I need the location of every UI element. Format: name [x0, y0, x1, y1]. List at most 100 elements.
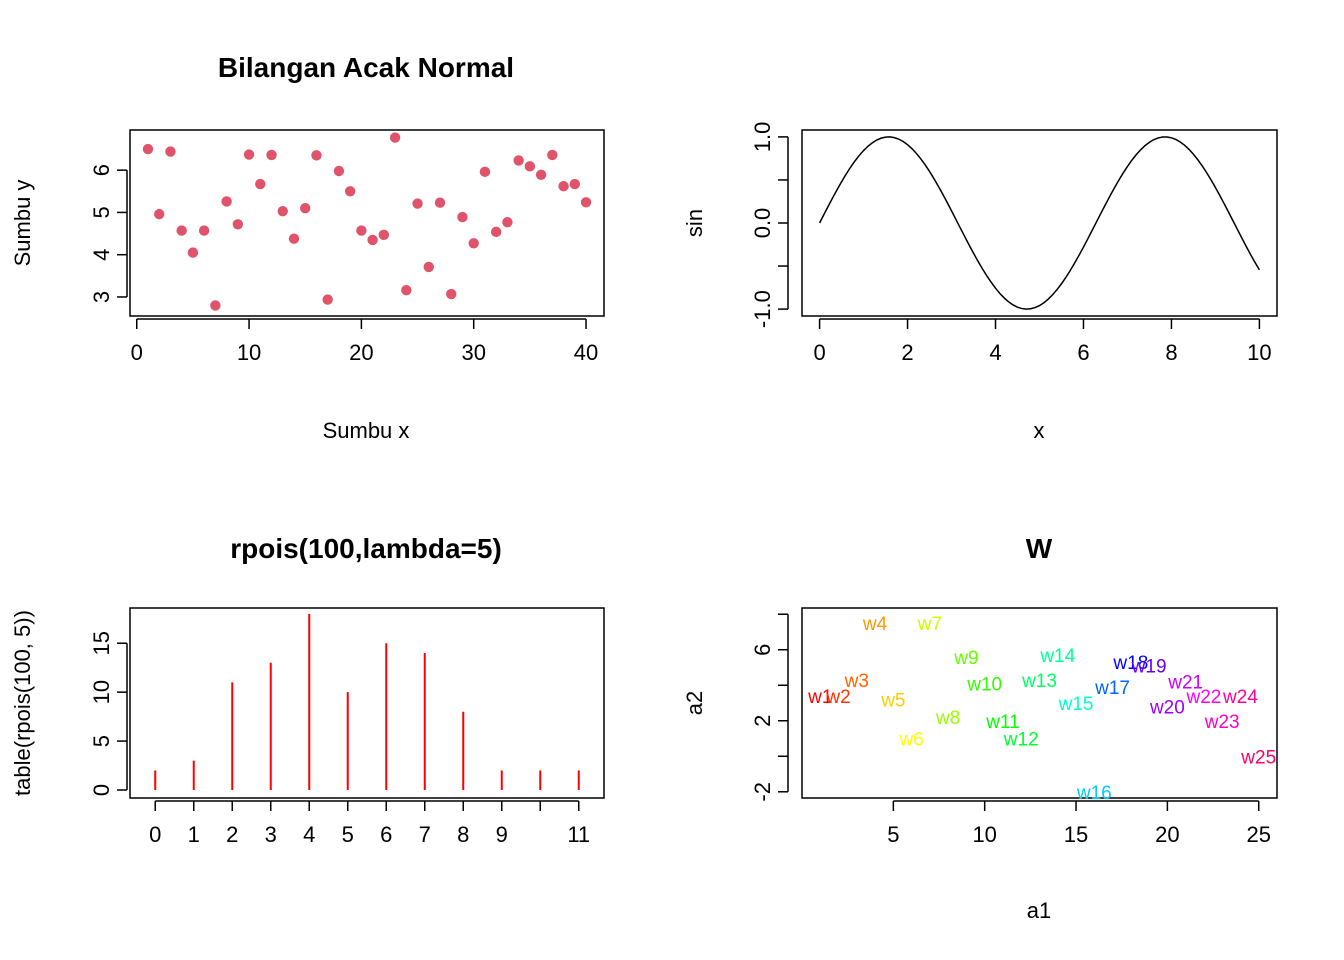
data-point — [243, 149, 255, 160]
panel-1-title: Bilangan Acak Normal — [218, 52, 514, 83]
data-point — [479, 166, 491, 178]
point-label: w12 — [1003, 730, 1039, 751]
x-tick-label: 40 — [574, 340, 598, 365]
point-label: w1 — [807, 687, 832, 708]
panel-4-title: W — [1026, 533, 1053, 564]
panel-3-x-axis: 0 1 2 3 4 5 6 7 8 9 11 — [149, 800, 590, 847]
x-tick-label: 10 — [972, 822, 996, 847]
point-label: w19 — [1131, 657, 1167, 678]
data-point — [423, 261, 434, 273]
data-point — [333, 165, 345, 177]
point-label: w22 — [1185, 687, 1221, 708]
point-label: w6 — [898, 730, 923, 751]
data-point — [513, 155, 524, 166]
point-label: w7 — [917, 614, 942, 635]
panel-1-y-axis: 3 4 5 6 — [89, 164, 128, 303]
data-point — [446, 288, 457, 300]
point-label: w5 — [880, 690, 905, 711]
x-tick-label: 8 — [1165, 340, 1177, 365]
x-tick-label: 20 — [349, 340, 373, 365]
data-point — [288, 233, 300, 244]
y-tick-label: 6 — [750, 644, 775, 656]
y-tick-label: 3 — [89, 291, 114, 303]
panel-2-x-label: x — [1034, 418, 1045, 443]
data-point — [210, 300, 221, 311]
panel-4-x-label: a1 — [1027, 898, 1051, 923]
data-point — [221, 196, 232, 207]
y-tick-label: 10 — [89, 680, 114, 704]
y-tick-label: -1.0 — [750, 290, 775, 328]
y-tick-label: 6 — [89, 164, 114, 176]
x-tick-label: 0 — [149, 822, 161, 847]
x-tick-label: 10 — [237, 340, 261, 365]
point-label: w16 — [1076, 783, 1112, 804]
panel-1-points — [142, 132, 592, 311]
panel-4-y-label: a2 — [682, 691, 707, 715]
point-label: w11 — [985, 712, 1019, 733]
x-tick-label: 25 — [1246, 822, 1270, 847]
data-point — [457, 211, 468, 223]
data-point — [255, 178, 266, 190]
data-point — [412, 198, 423, 209]
data-point — [154, 208, 165, 220]
x-tick-label: 6 — [1077, 340, 1089, 365]
x-tick-label: 20 — [1155, 822, 1179, 847]
x-tick-label: 6 — [380, 822, 392, 847]
point-label: w13 — [1021, 671, 1057, 692]
data-point — [580, 197, 592, 208]
data-point — [300, 203, 311, 214]
point-label: w18 — [1112, 653, 1148, 674]
panel-4-y-axis: -2 2 6 — [750, 613, 789, 802]
panel-sine: x sin 0 2 4 6 8 10 -1.0 0.0 1.0 — [682, 122, 1278, 443]
data-point — [524, 161, 536, 172]
data-point — [232, 219, 244, 230]
data-point — [277, 205, 288, 217]
x-tick-label: 0 — [813, 340, 825, 365]
x-tick-label: 2 — [226, 822, 238, 847]
data-point — [344, 186, 356, 197]
data-point — [311, 150, 322, 161]
panel-1-x-label: Sumbu x — [323, 418, 410, 443]
point-label: w10 — [966, 674, 1002, 695]
data-point — [558, 181, 569, 192]
data-point — [266, 149, 277, 161]
point-label: w2 — [825, 687, 850, 708]
data-point — [547, 149, 558, 161]
data-point — [142, 143, 154, 155]
point-label: w20 — [1149, 698, 1185, 719]
x-tick-label: 3 — [265, 822, 277, 847]
x-tick-label: 2 — [901, 340, 913, 365]
y-tick-label: 4 — [89, 249, 114, 261]
y-tick-label: 5 — [89, 735, 114, 747]
point-label: w14 — [1039, 646, 1075, 667]
panel-4-frame — [801, 607, 1278, 799]
x-tick-label: 0 — [131, 340, 143, 365]
x-tick-label: 4 — [303, 822, 315, 847]
data-point — [322, 294, 333, 305]
point-label: w4 — [862, 614, 888, 635]
point-label: w17 — [1094, 678, 1130, 699]
x-tick-label: 5 — [342, 822, 354, 847]
x-tick-label: 7 — [419, 822, 431, 847]
data-point — [176, 225, 187, 236]
panel-2-y-axis: -1.0 0.0 1.0 — [750, 122, 789, 328]
panel-2-y-label: sin — [682, 209, 707, 237]
x-tick-label: 11 — [567, 822, 590, 847]
y-tick-label: 0 — [89, 784, 114, 796]
point-label: w3 — [844, 671, 869, 692]
x-tick-label: 5 — [887, 822, 899, 847]
point-label: w15 — [1058, 694, 1094, 715]
data-point — [165, 146, 176, 157]
panel-3-y-label: table(rpois(100, 5)) — [10, 610, 35, 796]
point-label: w25 — [1240, 747, 1276, 768]
x-tick-label: 30 — [461, 340, 485, 365]
data-point — [434, 197, 446, 208]
panel-4-x-axis: 5 10 15 20 25 — [887, 800, 1271, 847]
point-label: w9 — [953, 648, 978, 669]
panel-random-normal: Bilangan Acak Normal Sumbu x Sumbu y 0 10… — [10, 52, 605, 443]
panel-1-x-axis: 0 10 20 30 40 — [131, 318, 598, 365]
panel-3-title: rpois(100,lambda=5) — [230, 533, 502, 564]
y-tick-label: 0.0 — [750, 208, 775, 239]
